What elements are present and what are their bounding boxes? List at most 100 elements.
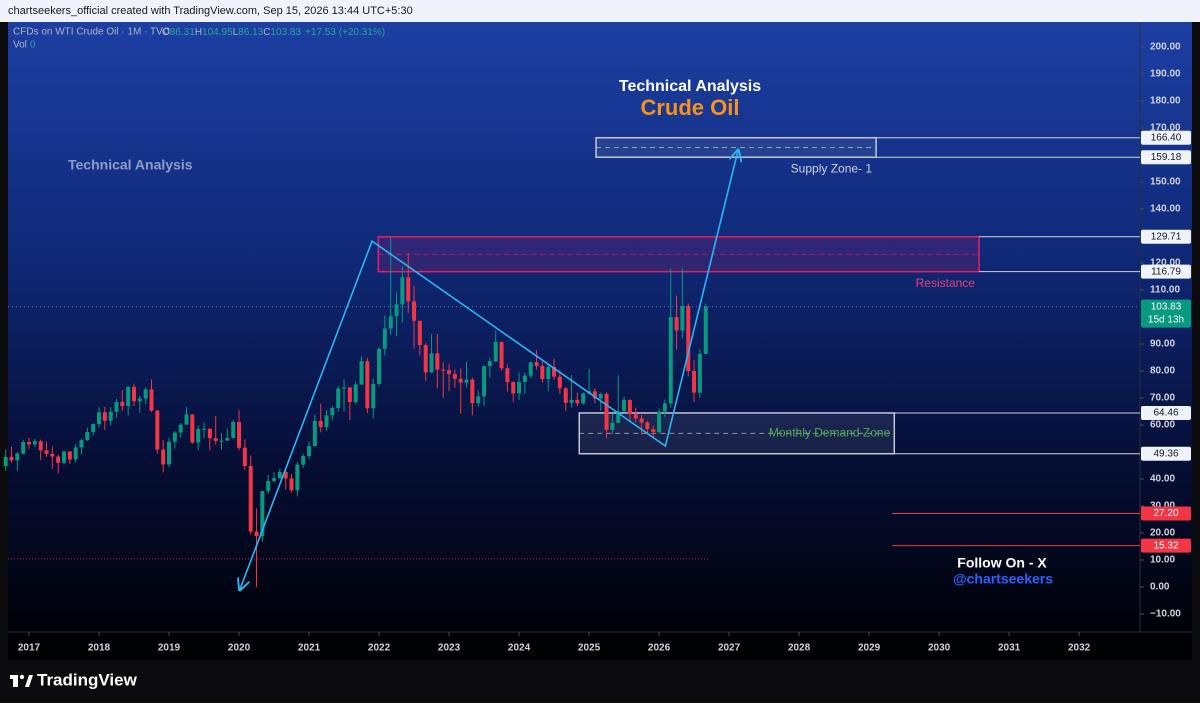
y-tick-label: 20.00 — [1150, 528, 1175, 539]
candle-body — [569, 399, 574, 403]
candle-body — [143, 389, 148, 399]
candle-body — [196, 429, 201, 443]
candle-body — [79, 440, 84, 448]
header-caption: chartseekers_official created with Tradi… — [8, 5, 413, 17]
candle-body — [184, 414, 189, 425]
legend: CFDs on WTI Crude Oil · 1M · TVC Vol 0 — [13, 27, 170, 51]
candle-body — [102, 412, 107, 421]
zone-price-label-box — [1141, 229, 1191, 244]
y-tick-label: 80.00 — [1150, 366, 1175, 377]
candle-body — [482, 366, 487, 397]
candle-body — [295, 464, 300, 491]
zone-price-label-box — [1141, 264, 1191, 279]
candle-body — [207, 428, 212, 439]
candle-body — [120, 401, 125, 407]
candle-body — [394, 304, 399, 317]
candle-body — [388, 316, 393, 329]
x-tick-label: 2019 — [158, 643, 181, 654]
ohlc-part: H — [195, 27, 202, 38]
x-tick-label: 2018 — [88, 643, 111, 654]
x-tick-label: 2032 — [1068, 643, 1091, 654]
last-price-label: 103.83 — [1151, 301, 1182, 312]
y-tick-label: 140.00 — [1150, 204, 1181, 215]
candle-body — [412, 301, 417, 321]
candle-body — [452, 373, 457, 379]
candle-body — [62, 451, 67, 463]
candle-body — [400, 277, 405, 305]
level-price-label: 27.20 — [1153, 508, 1178, 519]
candle-body — [307, 446, 312, 457]
y-tick-label: 0.00 — [1150, 582, 1170, 593]
zone-price-label-box — [1141, 446, 1191, 461]
ohlc-part: 104.95 — [202, 27, 233, 38]
candle-body — [167, 441, 172, 465]
candle-body — [441, 369, 446, 371]
ohlc-part: L — [233, 27, 239, 38]
candle-body — [511, 382, 516, 394]
candle-body — [487, 361, 492, 367]
candle-body — [38, 441, 43, 451]
candle-body — [85, 432, 90, 441]
vol-label: Vol — [13, 40, 27, 51]
x-tick-label: 2017 — [18, 643, 41, 654]
candle-body — [657, 411, 662, 433]
candle-body — [563, 388, 568, 403]
candle-body — [3, 456, 8, 467]
x-tick-label: 2024 — [508, 643, 531, 654]
ohlc-part: C — [263, 27, 270, 38]
candle-body — [336, 388, 341, 408]
candle-body — [359, 361, 364, 385]
candle-body — [15, 453, 20, 461]
zone-price-label: 116.79 — [1151, 266, 1181, 277]
candle-body — [423, 345, 428, 373]
candle-body — [67, 451, 72, 460]
vol-value: 0 — [30, 40, 36, 51]
ohlc-part: +17.53 (+20.31%) — [305, 27, 385, 38]
candle-body — [674, 316, 679, 331]
zone-label: Monthly Demand Zone — [769, 426, 891, 440]
candle-body — [534, 362, 539, 366]
candle-body — [108, 411, 113, 421]
candle-body — [382, 328, 387, 349]
x-tick-label: 2022 — [368, 643, 391, 654]
ohlc-part: 86.13 — [238, 27, 263, 38]
candle-body — [692, 370, 697, 393]
follow-handle: @chartseekers — [953, 571, 1053, 587]
y-tick-label: 40.00 — [1150, 474, 1175, 485]
candle-body — [342, 387, 347, 389]
candle-body — [429, 353, 434, 373]
candle-body — [114, 401, 119, 412]
candle-body — [318, 420, 323, 428]
x-tick-label: 2028 — [788, 643, 811, 654]
candle-body — [289, 478, 294, 491]
ohlc-values: O86.31H104.95L86.13C103.83 +17.53 (+20.31… — [162, 27, 385, 38]
candle-body — [651, 429, 656, 433]
candle-body — [604, 393, 609, 430]
y-tick-label: 90.00 — [1150, 339, 1175, 350]
candle-body — [237, 422, 242, 448]
zone-price-label: 166.40 — [1151, 132, 1182, 143]
y-tick-label: 110.00 — [1150, 285, 1180, 296]
level-price-label-box — [1141, 538, 1191, 553]
last-price-box — [1141, 299, 1191, 328]
candle-body — [73, 447, 78, 460]
candle-body — [517, 382, 522, 394]
candle-body — [522, 375, 527, 383]
level-price-label: 15.32 — [1153, 540, 1178, 551]
candle-body — [126, 386, 131, 407]
candle-body — [272, 478, 277, 481]
y-tick-label: −10.00 — [1150, 609, 1181, 620]
x-tick-label: 2026 — [648, 643, 671, 654]
candle-body — [27, 442, 32, 445]
candle-body — [680, 306, 685, 331]
footer-brand: TradingView — [37, 670, 138, 689]
candle-body — [703, 306, 708, 354]
chart-subtitle: Crude Oil — [640, 95, 739, 120]
zone-price-label: 129.71 — [1151, 231, 1182, 242]
level-price-label-box — [1141, 506, 1191, 521]
candle-body — [91, 423, 96, 433]
candle-body — [493, 341, 498, 362]
zone-price-label: 159.18 — [1151, 152, 1182, 163]
